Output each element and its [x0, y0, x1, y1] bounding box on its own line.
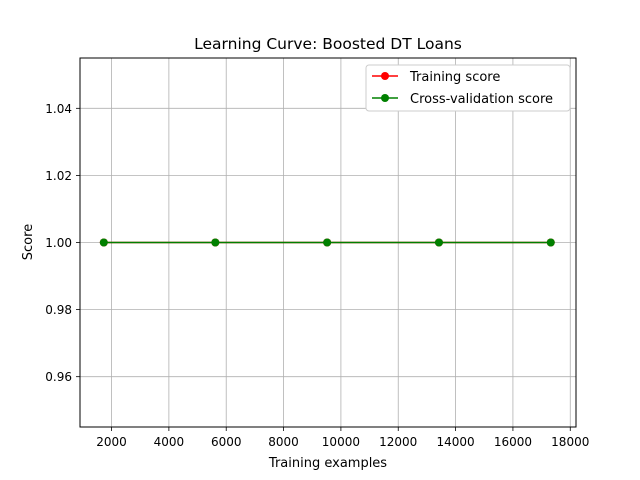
data-point-cross-validation-score — [99, 238, 108, 247]
y-tick-label: 1.04 — [45, 102, 72, 116]
y-tick-label: 1.02 — [45, 169, 72, 183]
y-tick-label: 0.98 — [45, 303, 72, 317]
legend-label-cross-validation-score: Cross-validation score — [410, 92, 553, 107]
x-axis-label: Training examples — [268, 456, 387, 471]
data-point-cross-validation-score — [546, 238, 555, 247]
legend-marker-training-score — [381, 72, 389, 80]
x-tick-label: 16000 — [494, 435, 532, 449]
legend: Training score Cross-validation score — [365, 64, 571, 112]
data-point-cross-validation-score — [323, 238, 332, 247]
legend-label-training-score: Training score — [409, 70, 500, 85]
y-tick-label: 0.96 — [45, 370, 72, 384]
x-tick-label: 14000 — [436, 435, 474, 449]
axis-ticks: 2000 4000 6000 8000 10000 12000 14000 16000 1800… — [45, 102, 589, 449]
x-tick-label: 8000 — [268, 435, 299, 449]
chart-title: Learning Curve: Boosted DT Loans — [194, 35, 462, 53]
legend-marker-cross-validation-score — [381, 94, 389, 102]
data-point-cross-validation-score — [211, 238, 220, 247]
x-tick-label: 6000 — [211, 435, 242, 449]
x-tick-label: 4000 — [154, 435, 185, 449]
data-point-cross-validation-score — [434, 238, 443, 247]
x-tick-label: 18000 — [551, 435, 589, 449]
y-tick-label: 1.00 — [45, 236, 72, 250]
plot-series — [99, 238, 555, 247]
legend-box — [365, 64, 571, 112]
y-axis-label: Score — [21, 224, 36, 260]
x-tick-label: 10000 — [322, 435, 360, 449]
x-tick-label: 12000 — [379, 435, 417, 449]
x-tick-label: 2000 — [96, 435, 127, 449]
